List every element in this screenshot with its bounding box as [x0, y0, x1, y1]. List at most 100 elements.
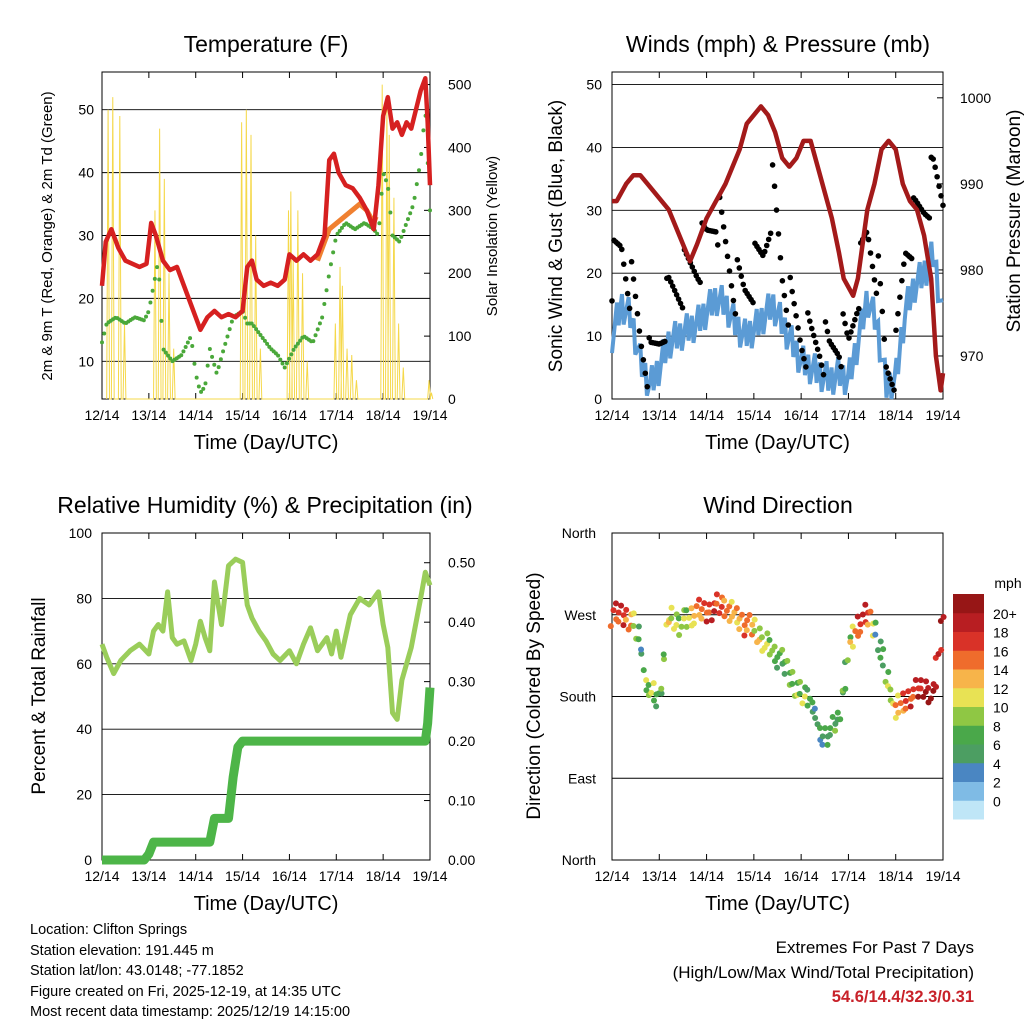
dewpoint-point [223, 341, 228, 346]
direction-point [897, 700, 904, 707]
gust-point [791, 300, 797, 307]
direction-point [857, 621, 864, 628]
direction-point [892, 702, 899, 709]
direction-point [849, 643, 856, 650]
wind-x-tick-label: 13/14 [642, 407, 677, 423]
colorbar-swatch [953, 631, 984, 651]
direction-point [635, 623, 642, 630]
wind-x-tick-label: 15/14 [736, 407, 771, 423]
rh-x-tick-label: 18/14 [366, 868, 401, 884]
wind-x-tick-label: 16/14 [784, 407, 819, 423]
gust-point [713, 229, 719, 235]
gust-point [854, 310, 860, 317]
temp-right-tick-label: 0 [448, 391, 456, 407]
gust-point [940, 202, 946, 209]
direction-point [610, 607, 617, 614]
wind-y-tick-label: 20 [586, 265, 602, 281]
direction-point [749, 621, 756, 628]
direction-point [675, 615, 682, 622]
direction-point [706, 609, 713, 616]
direction-point [623, 606, 630, 613]
dewpoint-point [218, 357, 223, 362]
gust-point [850, 323, 856, 329]
direction-point [680, 615, 687, 622]
direction-point [864, 621, 871, 628]
gust-point [865, 236, 872, 243]
gust-point [622, 276, 629, 282]
wind-y-tick-label: 0 [594, 391, 602, 407]
dewpoint-point [152, 276, 157, 281]
gust-point [677, 300, 684, 307]
direction-point [746, 611, 753, 618]
rh-panel: Relative Humidity (%) & Precipitation (i… [29, 492, 475, 915]
direction-point [653, 703, 660, 710]
direction-point [880, 646, 887, 653]
gust-point [879, 308, 886, 315]
dewpoint-point [249, 321, 254, 326]
temp-x-tick-label: 13/14 [131, 407, 166, 423]
gust-point [789, 288, 795, 295]
gust-point [783, 307, 790, 314]
gust-point [763, 242, 770, 249]
gust-point [773, 207, 780, 213]
colorbar-label: 8 [993, 718, 1001, 734]
direction-point [938, 646, 945, 653]
direction-point [887, 686, 894, 693]
direction-point [819, 733, 826, 740]
direction-point [789, 668, 796, 675]
rh-x-label: Time (Day/UTC) [194, 893, 339, 915]
dewpoint-point [388, 210, 393, 215]
direction-point [651, 697, 658, 704]
gust-point [897, 294, 903, 301]
gust-point [667, 279, 674, 285]
gust-point [875, 253, 882, 259]
temp-x-tick-label: 14/14 [178, 407, 213, 423]
temp-right-label: Solar Insolation (Yellow) [484, 156, 501, 316]
wind-x-label: Time (Day/UTC) [705, 432, 850, 454]
colorbar-swatch [953, 762, 984, 782]
dewpoint-point [192, 361, 197, 366]
dewpoint-point [161, 347, 166, 352]
direction-point [615, 609, 622, 616]
extremes-title: Extremes For Past 7 Days [775, 938, 974, 957]
direction-point [771, 643, 778, 650]
direction-point [738, 611, 745, 618]
direction-point [811, 705, 818, 712]
dewpoint-point [260, 335, 265, 340]
direction-point [847, 634, 854, 641]
direction-point [718, 603, 725, 610]
direction-point [758, 634, 765, 641]
dir-x-tick-label: 13/14 [642, 868, 677, 884]
gust-point [618, 246, 625, 253]
gust-point [881, 336, 888, 343]
direction-point [796, 690, 803, 697]
rh-right-tick-label: 0.30 [448, 674, 475, 690]
direction-point [638, 646, 645, 653]
dewpoint-point [428, 208, 432, 213]
temp-right-tick-label: 400 [448, 139, 472, 155]
colorbar-label: 18 [993, 625, 1009, 641]
dewpoint-point [289, 352, 294, 357]
dir-y-tick-label: North [562, 852, 596, 868]
dewpoint-point [150, 288, 155, 293]
gust-point [689, 264, 696, 270]
dewpoint-point [216, 365, 221, 370]
direction-point [877, 654, 884, 661]
direction-point [902, 705, 909, 712]
dewpoint-point [225, 334, 230, 339]
direction-point [691, 612, 698, 619]
gust-point [836, 354, 842, 360]
direction-point [940, 614, 947, 621]
colorbar-label: 2 [993, 775, 1001, 791]
gust-point [644, 383, 651, 390]
direction-point [875, 647, 882, 654]
colorbar-swatch [953, 706, 984, 726]
dewpoint-point [227, 327, 232, 332]
colorbar-title: mph [994, 575, 1021, 591]
gust-point [646, 335, 653, 341]
wind-right-label: Station Pressure (Maroon) [1004, 110, 1024, 333]
direction-point [726, 603, 733, 610]
colorbar-label: 16 [993, 643, 1009, 659]
dewpoint-point [258, 333, 263, 338]
dewpoint-point [311, 339, 316, 344]
